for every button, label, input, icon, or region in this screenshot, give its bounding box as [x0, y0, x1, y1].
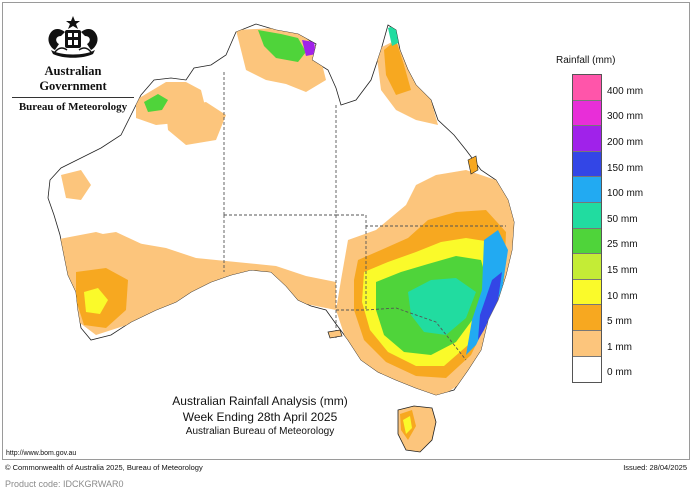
state-borders [223, 72, 506, 361]
legend-label: 1 mm [607, 341, 632, 353]
legend-label: 25 mm [607, 239, 638, 251]
legend-swatch [573, 305, 601, 331]
legend-label: 200 mm [607, 137, 644, 148]
rain-area-mid-west [76, 232, 156, 268]
legend-swatch [573, 228, 601, 255]
map-source: Australian Bureau of Meteorology [185, 426, 335, 437]
map-title: Australian Rainfall Analysis (mm) [172, 394, 348, 408]
rain-area-east-coast-150mm [478, 272, 502, 340]
legend-swatch [573, 151, 601, 178]
legend-swatch [573, 202, 601, 229]
legend-swatch [573, 100, 601, 127]
rain-area-south-east-50mm [408, 278, 476, 335]
legend-label: 10 mm [607, 290, 638, 302]
copyright-notice: © Commonwealth of Australia 2025, Bureau… [5, 463, 203, 472]
map-period: Week Ending 28th April 2025 [182, 410, 338, 424]
legend-label: 150 mm [607, 162, 644, 174]
rain-area-west-coast [61, 170, 91, 200]
rain-area-east-coast-100mm [466, 230, 508, 355]
legend-swatch [573, 279, 601, 306]
legend-swatch [573, 177, 601, 203]
rainfall-fill-layer [54, 25, 514, 395]
legend-swatch [573, 356, 601, 383]
rain-area-arnhem-150mm [302, 40, 316, 56]
legend-swatch [573, 126, 601, 152]
product-code: Product code: IDCKGRWAR0 [5, 479, 124, 489]
tasmania-west-rain-10mm [403, 416, 412, 434]
kangaroo-island [327, 329, 343, 339]
legend-swatch [573, 330, 601, 357]
rain-area-top-end-25mm [258, 30, 306, 62]
coat-of-arms-icon [48, 16, 98, 58]
bureau-name: Bureau of Meteorology [18, 101, 128, 113]
legend-label: 300 mm [607, 111, 644, 123]
government-logo: Australian Government Bureau of Meteorol… [12, 14, 134, 113]
fraser-island [467, 155, 479, 175]
rain-area-kimberley-25mm [144, 94, 168, 112]
rainfall-map [47, 23, 515, 453]
legend-label: 5 mm [607, 316, 632, 328]
issued-date: Issued: 28/04/2025 [623, 463, 687, 472]
legend-swatch [573, 75, 601, 101]
legend-colorbar [572, 74, 602, 384]
rain-area-central [166, 102, 226, 145]
government-name: Australian Government [39, 64, 107, 93]
legend-label: 0 mm [607, 367, 632, 379]
rain-area-south-west-10mm [84, 288, 108, 314]
legend-label: 15 mm [607, 265, 638, 276]
rain-area-cape-york [384, 40, 411, 95]
logo-divider [12, 97, 134, 98]
legend-swatch [573, 254, 601, 280]
legend-label: 50 mm [607, 213, 638, 225]
legend-label: 400 mm [607, 85, 644, 97]
legend-title: Rainfall (mm) [556, 55, 616, 66]
map-title-block: Australian Rainfall Analysis (mm) Week E… [110, 394, 410, 437]
legend-label: 100 mm [607, 188, 644, 200]
bom-url-link[interactable]: http://www.bom.gov.au [6, 450, 77, 457]
